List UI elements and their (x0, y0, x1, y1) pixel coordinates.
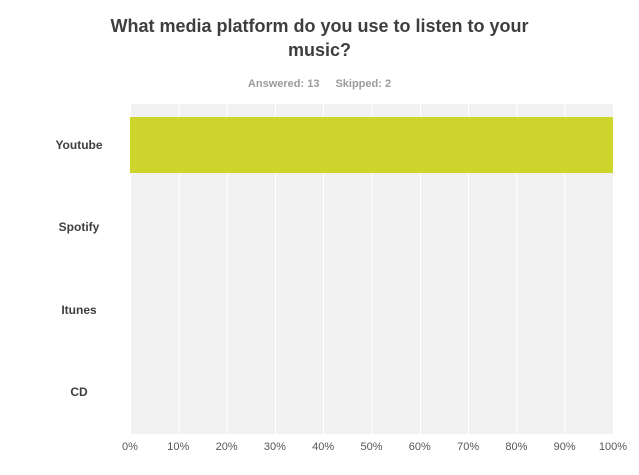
category-labels: Youtube Spotify Itunes CD (0, 104, 130, 434)
x-tick-label-70pct: 70% (457, 440, 480, 453)
bar-row-youtube (130, 104, 613, 187)
category-label-cd: CD (70, 385, 88, 400)
chart-title: What media platform do you use to listen… (110, 16, 529, 61)
x-tick-label-80pct: 80% (505, 440, 528, 453)
plot-area (130, 103, 613, 434)
x-tick-label-0pct: 0% (122, 440, 138, 453)
x-tick-label-30pct: 30% (263, 440, 286, 453)
skipped-count: Skipped: 2 (335, 77, 392, 90)
x-tick-label-60pct: 60% (408, 440, 431, 453)
x-tick-label-90pct: 90% (553, 440, 576, 453)
category-label-youtube: Youtube (55, 137, 103, 152)
answered-count: Answered: 13 (247, 77, 320, 90)
x-tick-label-100pct: 100% (598, 440, 628, 453)
x-tick-label-20pct: 20% (215, 440, 238, 453)
category-label-spotify: Spotify (58, 220, 100, 235)
bar-row-itunes (130, 269, 613, 352)
bar-row-spotify (130, 186, 613, 269)
x-tick-label-50pct: 50% (360, 440, 383, 453)
x-tick-label-10pct: 10% (167, 440, 190, 453)
response-stats: Answered: 13 Skipped: 2 (0, 78, 639, 90)
x-axis: 0% 10% 20% 30% 40% 50% 60% 70% 80% 90% 100% (122, 440, 627, 461)
bar-youtube (130, 116, 613, 173)
category-label-itunes: Itunes (61, 302, 97, 317)
bar-chart: Youtube Spotify Itunes CD (0, 103, 639, 434)
x-tick-label-40pct: 40% (312, 440, 335, 453)
bar-row-cd (130, 351, 613, 434)
